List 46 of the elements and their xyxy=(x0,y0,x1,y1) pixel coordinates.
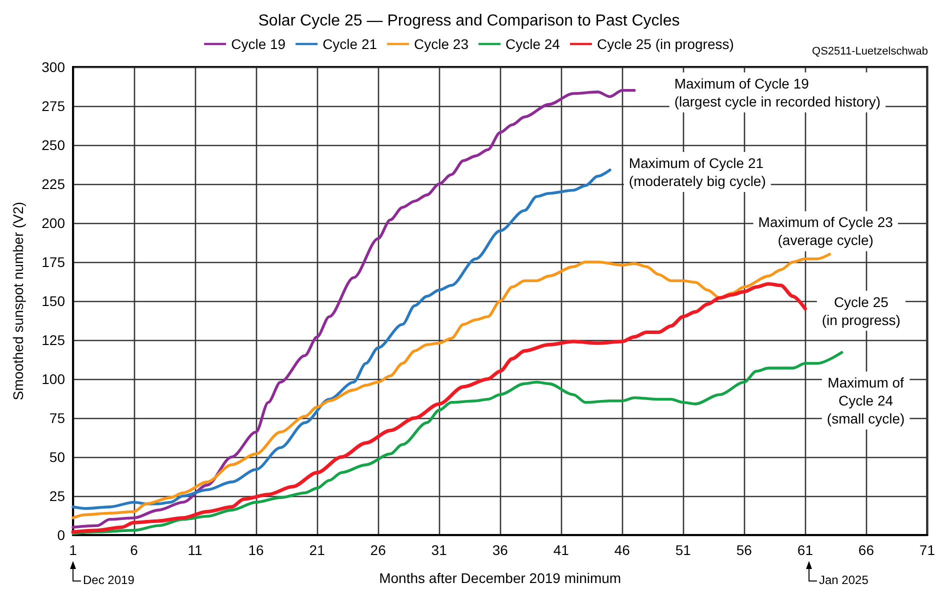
text: Jan 2025 xyxy=(819,573,869,587)
legend-label: Cycle 25 (in progress) xyxy=(596,36,734,52)
text: QS2511-Luetzelschwab xyxy=(812,46,928,58)
y-tick-label: 50 xyxy=(49,449,66,465)
x-tick-label: 11 xyxy=(188,542,203,558)
x-tick-label: 1 xyxy=(69,542,78,558)
y-tick-label: 300 xyxy=(42,59,66,75)
annotation: Cycle 25 (in progress) xyxy=(822,294,900,328)
y-tick-label: 75 xyxy=(49,410,66,426)
annotation: Maximum of Cycle 19 (largest cycle in recorded history) xyxy=(674,75,881,110)
x-tick-label: 36 xyxy=(492,542,508,558)
x-tick-label: 46 xyxy=(614,542,630,558)
y-tick-label: 100 xyxy=(42,371,66,387)
y-tick-label: 25 xyxy=(49,488,66,504)
x-tick-label: 6 xyxy=(130,542,138,558)
y-axis-title: Smoothed sunspot number (V2) xyxy=(10,202,26,400)
legend-label: Cycle 24 xyxy=(506,36,560,52)
y-tick-label: 250 xyxy=(42,137,66,153)
annotation: Maximum of Cycle 24 (small cycle) xyxy=(826,374,905,426)
annotation: Maximum of Cycle 23 (average cycle) xyxy=(758,214,894,248)
y-tick-label: 275 xyxy=(42,98,66,114)
line-series xyxy=(72,168,612,510)
annotation: Maximum of Cycle 21 (moderately big cycle) xyxy=(628,154,766,189)
y-tick-label: 125 xyxy=(42,332,66,348)
y-tick-label: 175 xyxy=(42,254,66,270)
x-tick-label: 16 xyxy=(248,542,264,558)
x-tick-label: 21 xyxy=(309,542,326,558)
x-tick-label: 41 xyxy=(553,542,570,558)
legend-label: Cycle 19 xyxy=(231,36,286,52)
x-tick-label: 61 xyxy=(797,542,814,558)
legend-label: Cycle 21 xyxy=(322,36,378,52)
line-series xyxy=(71,282,807,534)
chart-title: Solar Cycle 25 — Progress and Comparison to Past Cycles xyxy=(258,12,680,30)
x-tick-label: 51 xyxy=(675,542,692,558)
text: Dec 2019 xyxy=(83,573,135,587)
y-tick-label: 200 xyxy=(42,215,66,231)
y-tick-label: 0 xyxy=(57,527,66,543)
x-tick-label: 66 xyxy=(858,542,874,558)
x-tick-label: 26 xyxy=(370,542,386,558)
y-tick-label: 225 xyxy=(42,176,66,192)
x-axis-title: Months after December 2019 minimum xyxy=(379,570,622,586)
y-tick-label: 150 xyxy=(42,293,66,309)
x-tick-label: 31 xyxy=(431,542,448,558)
legend-label: Cycle 23 xyxy=(414,36,469,52)
x-tick-label: 56 xyxy=(736,542,752,558)
x-tick-label: 71 xyxy=(919,542,936,558)
